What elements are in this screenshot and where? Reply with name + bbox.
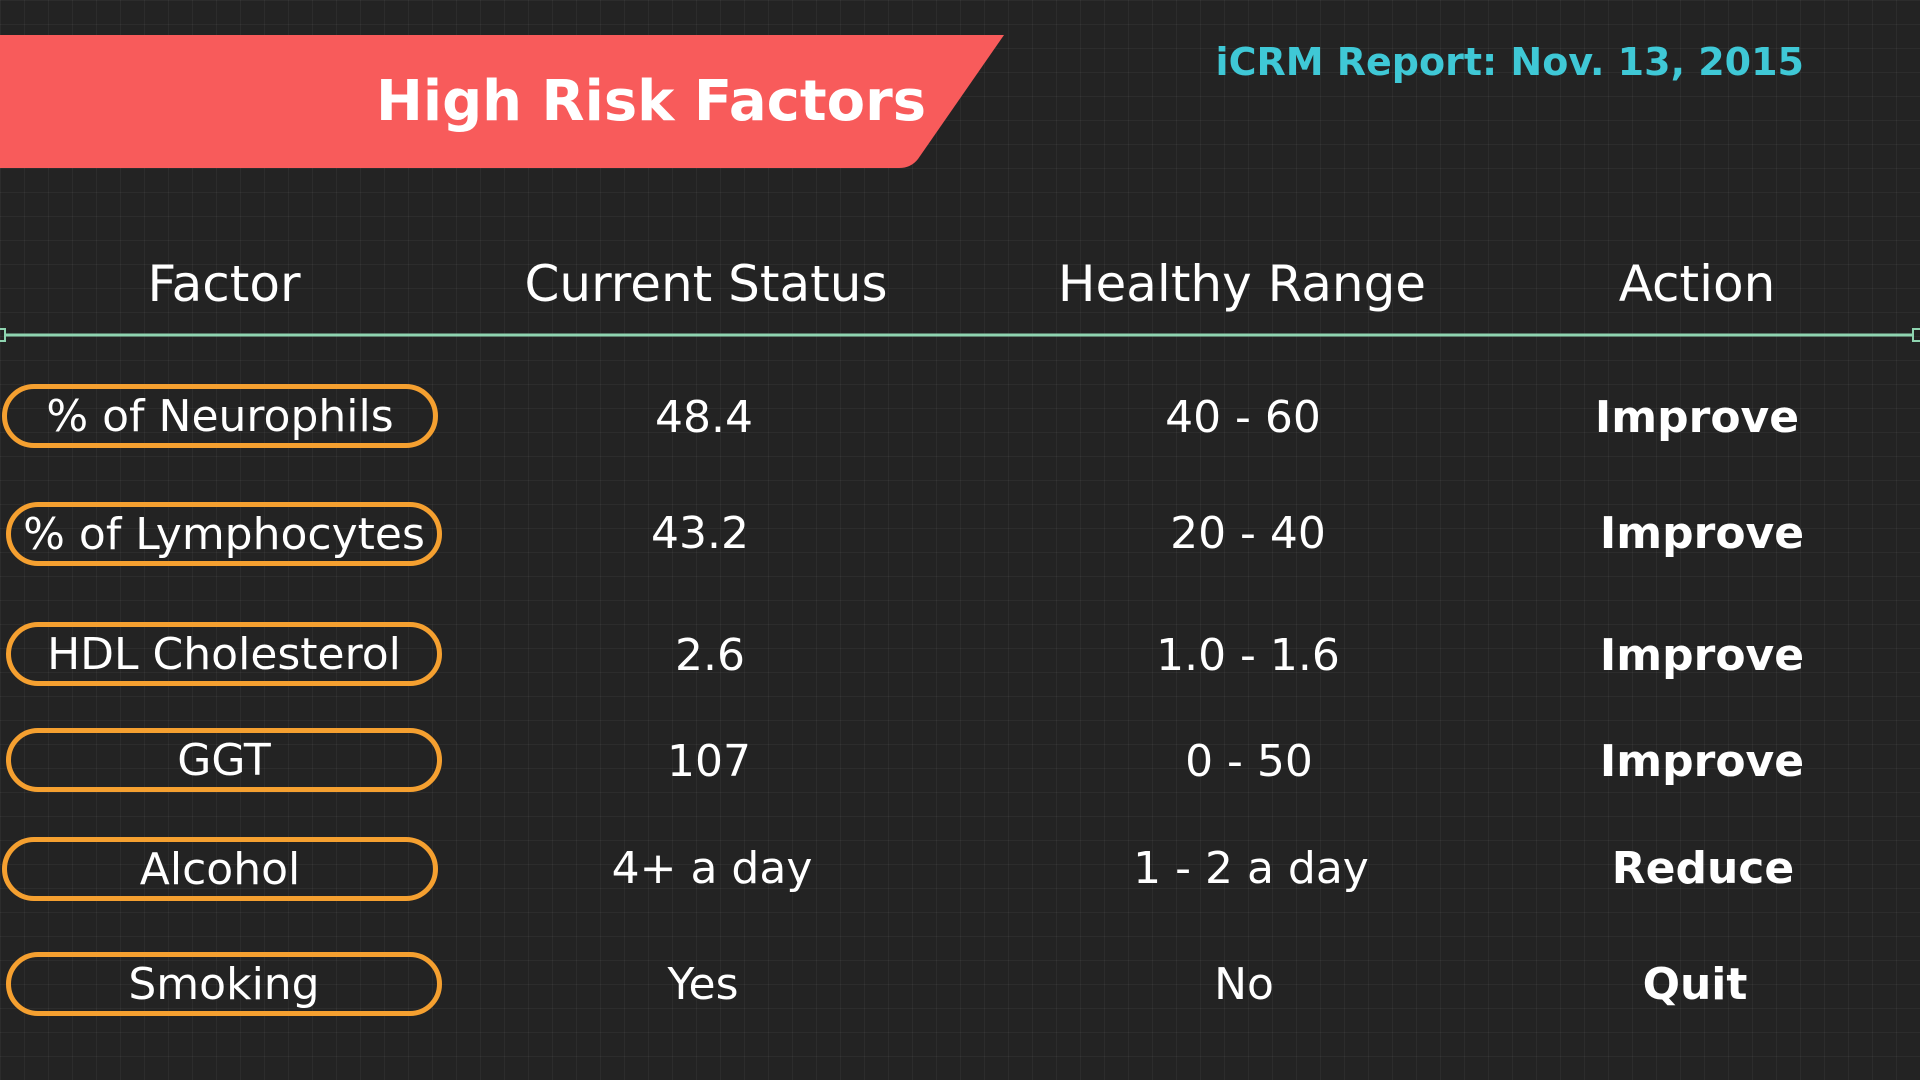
healthy-range-cell: 0 - 50	[1185, 736, 1313, 787]
report-date: iCRM Report: Nov. 13, 2015	[1215, 40, 1804, 84]
factor-pill: HDL Cholesterol	[6, 622, 442, 686]
header-divider	[0, 328, 1920, 342]
table-row: Smoking Yes No Quit	[0, 949, 1920, 1021]
action-cell: Improve	[1599, 630, 1805, 681]
factor-pill: Smoking	[6, 952, 442, 1016]
healthy-range-cell: No	[1214, 959, 1274, 1010]
table-row: GGT 107 0 - 50 Improve	[0, 726, 1920, 798]
factor-pill: GGT	[6, 728, 442, 792]
column-header-healthy-range: Healthy Range	[1057, 255, 1427, 313]
action-cell: Quit	[1642, 959, 1748, 1010]
current-status-cell: 107	[667, 736, 751, 787]
title-banner: High Risk Factors	[0, 35, 1004, 168]
action-cell: Improve	[1599, 508, 1805, 559]
action-cell: Improve	[1599, 736, 1805, 787]
table-row: % of Lymphocytes 43.2 20 - 40 Improve	[0, 498, 1920, 570]
factor-pill: % of Neurophils	[2, 384, 438, 448]
healthy-range-cell: 1 - 2 a day	[1133, 843, 1369, 894]
action-cell: Improve	[1594, 392, 1800, 443]
healthy-range-cell: 40 - 60	[1165, 392, 1321, 443]
action-cell: Reduce	[1611, 843, 1795, 894]
table-row: HDL Cholesterol 2.6 1.0 - 1.6 Improve	[0, 620, 1920, 692]
current-status-cell: 43.2	[651, 508, 749, 559]
current-status-cell: 2.6	[675, 630, 745, 681]
banner-shape	[0, 35, 1004, 168]
column-header-action: Action	[1618, 255, 1776, 313]
healthy-range-cell: 1.0 - 1.6	[1156, 630, 1340, 681]
table-row: Alcohol 4+ a day 1 - 2 a day Reduce	[0, 833, 1920, 905]
current-status-cell: Yes	[667, 959, 739, 1010]
table-row: % of Neurophils 48.4 40 - 60 Improve	[0, 382, 1920, 454]
current-status-cell: 4+ a day	[611, 843, 813, 894]
factor-pill: Alcohol	[2, 837, 438, 901]
page-title: High Risk Factors	[376, 69, 927, 134]
column-header-current-status: Current Status	[524, 255, 888, 313]
column-header-factor: Factor	[147, 255, 301, 313]
current-status-cell: 48.4	[655, 392, 753, 443]
healthy-range-cell: 20 - 40	[1170, 508, 1326, 559]
factor-pill: % of Lymphocytes	[6, 502, 442, 566]
